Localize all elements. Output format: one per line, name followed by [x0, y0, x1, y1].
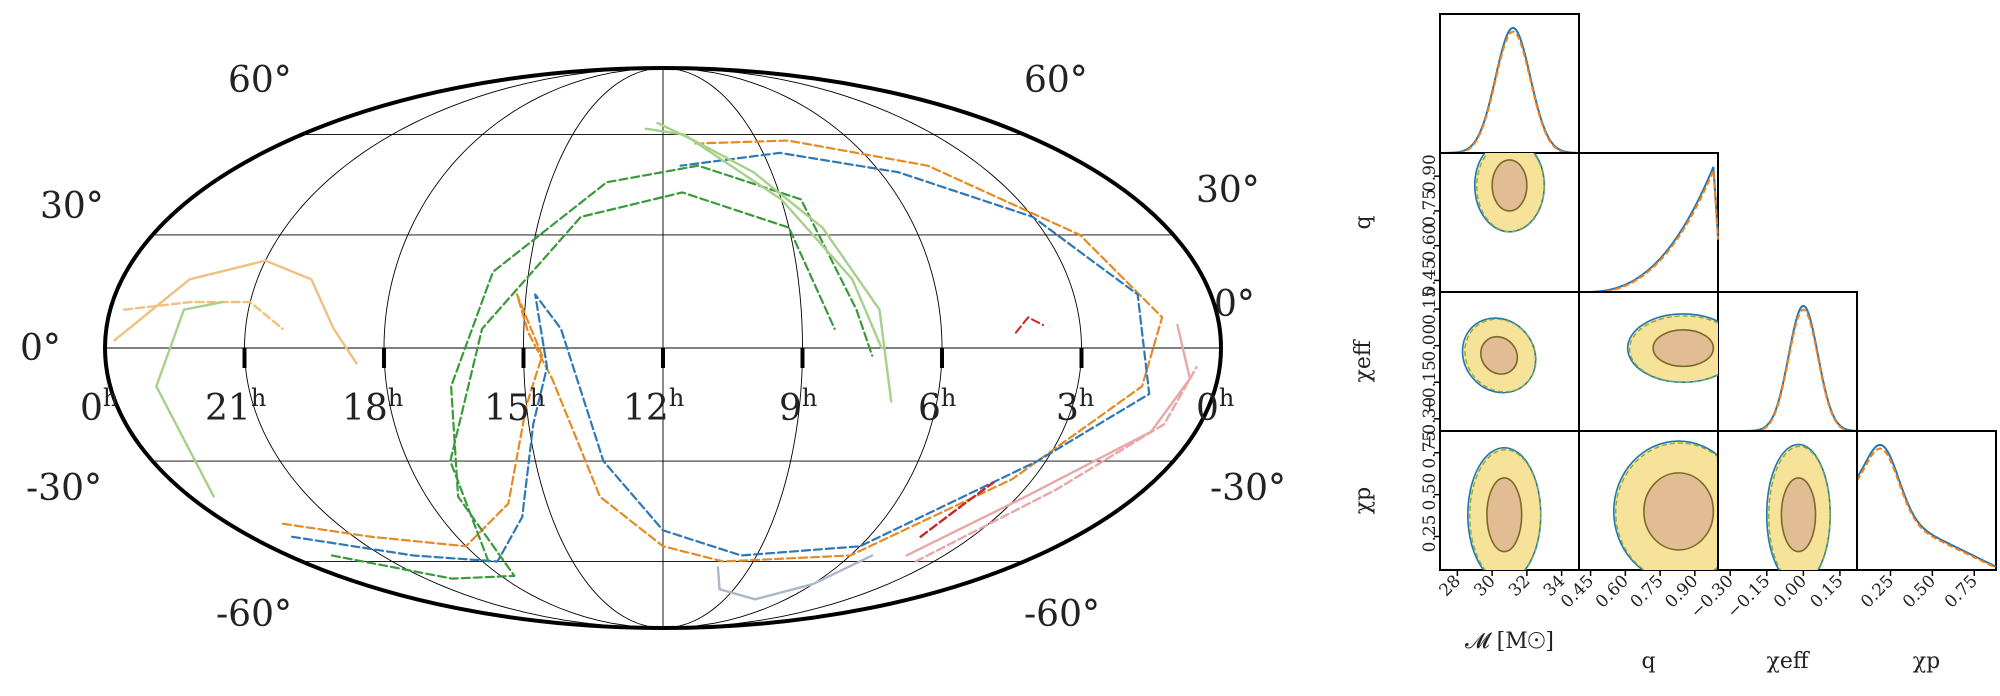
marginal-density-orange [1856, 447, 1997, 569]
joint-panel-content [1473, 153, 1546, 233]
x-tick-label: 0.75 [1941, 571, 1982, 612]
outer-credible-region-dashed [1628, 315, 1718, 383]
y-tick-label: −0.15 [1420, 360, 1440, 412]
x-axis-label: χeff [1767, 649, 1810, 674]
ra-label: 0h [80, 384, 118, 429]
y-tick-label: 0.90 [1420, 154, 1440, 192]
dec-label-m30-left: -30° [26, 468, 102, 509]
inner-credible-region [1491, 159, 1528, 212]
y-tick-label: 0.25 [1420, 515, 1440, 553]
ra-label: 12h [623, 384, 684, 429]
y-tick-label: 0.00 [1420, 324, 1440, 362]
sky-contour [113, 259, 358, 365]
ra-label: 9h [779, 384, 817, 429]
diag-panel-frame [1439, 13, 1580, 154]
dec-label-60-right: 60° [1024, 60, 1088, 101]
corner-plot: 28 30 32 34𝓜 [M☉]0.450.600.750.90q−0.30−0.1… [1351, 13, 1997, 674]
sky-contour [914, 365, 1198, 563]
sky-map-outline [103, 66, 1223, 630]
marginal-density-orange [1579, 170, 1719, 294]
y-tick-label: −0.30 [1420, 397, 1440, 449]
sky-contour [449, 191, 836, 563]
sky-contour [155, 300, 224, 498]
diag-panel-frame [1856, 430, 1997, 571]
ra-label: 18h [342, 384, 403, 429]
joint-panel-content [1612, 440, 1718, 570]
y-tick-label: 0.60 [1420, 224, 1440, 262]
dec-label-60-left: 60° [228, 60, 292, 101]
dec-label-m60-right: -60° [1024, 594, 1100, 635]
ra-ticks [242, 348, 1084, 368]
sky-contour [905, 323, 1192, 557]
x-axis-label: 𝓜 [M☉] [1465, 629, 1554, 654]
y-tick-label: 0.75 [1420, 189, 1440, 227]
outer-credible-region-dashed [1768, 445, 1831, 570]
ra-label: 3h [1056, 384, 1094, 429]
sky-map: 0h 21h 18h 15h 12h 9h 6h 3h 0h 60° 60° 3… [20, 60, 1286, 635]
sky-contour [644, 127, 883, 350]
dec-label-0-right: 0° [1214, 284, 1255, 325]
sky-contour [290, 151, 1151, 563]
x-axis-label: χp [1913, 649, 1940, 674]
x-tick-label: 32 [1505, 571, 1534, 600]
dec-label-30-left: 30° [40, 186, 104, 227]
y-tick-label: 0.75 [1420, 431, 1440, 469]
inner-credible-region [1486, 477, 1523, 553]
y-tick-label: 0.45 [1420, 258, 1440, 296]
x-tick-label: 0.50 [1899, 571, 1940, 612]
joint-panel-content [1461, 317, 1537, 394]
sky-contours [113, 121, 1198, 601]
ra-labels: 0h 21h 18h 15h 12h 9h 6h 3h 0h [80, 384, 1234, 429]
y-axis-label: χeff [1351, 339, 1376, 382]
ra-label: 15h [484, 384, 545, 429]
sky-contour [330, 164, 874, 580]
inner-credible-region [1479, 335, 1519, 375]
x-axis-label: q [1641, 649, 1655, 674]
x-tick-label: 0.00 [1770, 571, 1811, 612]
ra-label: 0h [1196, 384, 1234, 429]
y-tick-label: 0.50 [1420, 473, 1440, 511]
x-tick-label: 0.25 [1857, 571, 1898, 612]
outer-credible-region-dashed [1469, 449, 1542, 570]
joint-panel-content [1765, 443, 1831, 570]
sky-contour [281, 139, 1164, 563]
joint-panel-content [1626, 313, 1718, 384]
outer-credible-region-dashed [1476, 153, 1545, 233]
inner-credible-region [1643, 472, 1715, 551]
sky-contour [919, 481, 995, 538]
dec-label-0-left: 0° [20, 328, 61, 369]
sky-contour [1014, 316, 1045, 334]
marginal-density-blue [1579, 166, 1719, 293]
marginal-density-orange [1439, 30, 1580, 155]
x-tick-label: 0.45 [1557, 571, 1598, 612]
x-tick-label: 0.75 [1627, 571, 1668, 612]
dec-labels: 60° 60° 30° 30° 0° 0° -30° -30° -60° -60… [20, 60, 1286, 635]
ra-label: 21h [205, 384, 266, 429]
ra-label: 6h [918, 384, 956, 429]
dec-label-m30-right: -30° [1210, 468, 1286, 509]
dec-label-30-right: 30° [1196, 170, 1260, 211]
dec-label-m60-left: -60° [216, 594, 292, 635]
sky-contour [716, 554, 874, 601]
marginal-density-blue [1439, 26, 1580, 154]
x-tick-label: 28 [1435, 571, 1464, 600]
marginal-density-blue [1856, 443, 1997, 568]
outer-credible-region-dashed [1464, 318, 1537, 393]
joint-panel-content [1467, 446, 1542, 570]
outer-credible-region-dashed [1615, 442, 1718, 570]
y-axis-label: q [1351, 215, 1376, 229]
marginal-density-orange [1718, 308, 1858, 433]
x-tick-label: 0.60 [1592, 571, 1633, 612]
inner-credible-region [1652, 328, 1715, 368]
x-tick-label: 30 [1470, 571, 1499, 600]
x-tick-label: 0.15 [1807, 571, 1848, 612]
y-axis-label: χp [1351, 487, 1376, 514]
y-tick-label: 0.15 [1420, 287, 1440, 325]
inner-credible-region [1780, 477, 1817, 553]
